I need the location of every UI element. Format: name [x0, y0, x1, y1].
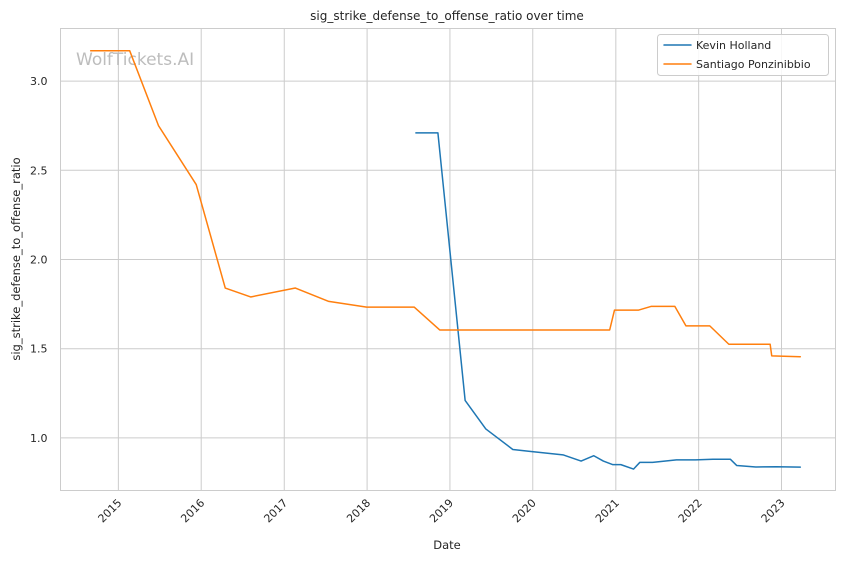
y-tick-label-2-5: 2.5: [30, 164, 48, 177]
legend-label-kevin-holland: Kevin Holland: [696, 39, 771, 52]
legend-frame: [657, 34, 829, 76]
x-axis-label: Date: [433, 538, 461, 552]
y-tick-label-1-0: 1.0: [30, 432, 48, 445]
series-line-santiago-ponzinibbio: [89, 50, 802, 358]
series-line-kevin-holland: [415, 132, 802, 470]
y-tick-label-2-0: 2.0: [30, 254, 48, 267]
grid: [60, 28, 836, 491]
y-tick-label-3-0: 3.0: [30, 75, 48, 88]
legend-label-santiago-ponzinibbio: Santiago Ponzinibbio: [696, 58, 811, 71]
series-lines: [89, 50, 802, 470]
legend: Kevin Holland Santiago Ponzinibbio: [657, 34, 829, 76]
y-tick-label-1-5: 1.5: [30, 343, 48, 356]
y-axis-ticks: 1.0 1.5 2.0 2.5 3.0: [30, 75, 48, 445]
watermark: WolfTickets.AI: [76, 50, 194, 70]
plot-area-frame: [60, 28, 836, 491]
chart-title: sig_strike_defense_to_offense_ratio over…: [310, 9, 584, 23]
y-axis-label: sig_strike_defense_to_offense_ratio: [9, 157, 23, 360]
